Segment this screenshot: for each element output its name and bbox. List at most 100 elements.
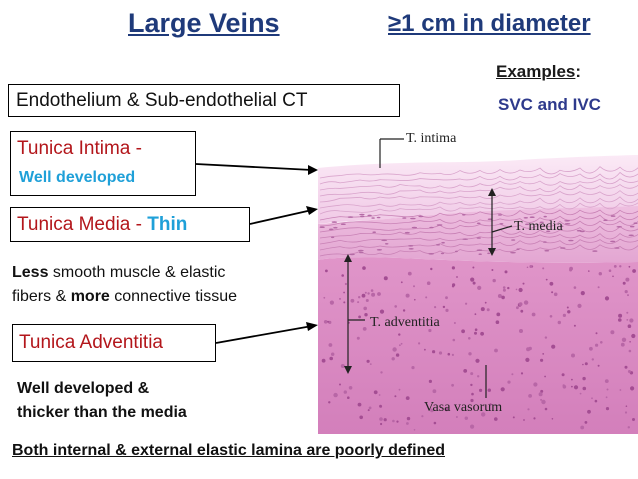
tissue-texture [319, 166, 638, 431]
cell-nucleus [479, 388, 483, 392]
cell-nucleus [377, 292, 381, 296]
cell-nucleus [364, 313, 368, 317]
cell-nucleus [407, 271, 412, 276]
cell-nucleus [470, 277, 475, 282]
cell-nucleus [430, 408, 434, 413]
cell-nucleus [477, 375, 480, 378]
arrow-head-media [306, 206, 318, 215]
cell-nucleus [327, 320, 330, 323]
cell-nucleus [543, 215, 547, 218]
examples-word: Examples [496, 62, 576, 81]
cell-nucleus [486, 308, 490, 312]
adventitia-note-line1: Well developed & [17, 380, 150, 397]
cell-nucleus [627, 426, 630, 429]
cell-nucleus [542, 267, 545, 270]
tunica-media-label: Tunica Media - Thin [17, 214, 187, 236]
cell-nucleus [594, 399, 598, 403]
cell-nucleus [624, 290, 628, 294]
cell-nucleus [523, 419, 525, 421]
cell-nucleus [544, 336, 548, 339]
cell-nucleus [343, 301, 346, 304]
cell-nucleus [475, 358, 480, 363]
cell-nucleus [582, 376, 586, 381]
cell-nucleus [367, 292, 370, 295]
cell-nucleus [487, 252, 491, 255]
cell-nucleus [362, 266, 366, 270]
cell-nucleus [516, 248, 520, 250]
cell-nucleus [380, 422, 383, 426]
cell-nucleus [591, 397, 593, 400]
cell-nucleus [480, 331, 484, 336]
cell-nucleus [580, 425, 585, 430]
tunica-adventitia-box: Tunica Adventitia [12, 324, 216, 362]
cell-nucleus [356, 336, 360, 340]
cell-nucleus [620, 342, 625, 347]
cell-nucleus [445, 296, 448, 300]
cell-nucleus [428, 253, 435, 255]
cell-nucleus [573, 324, 576, 327]
cell-nucleus [339, 297, 341, 300]
cell-nucleus [402, 309, 406, 312]
cell-nucleus [372, 231, 377, 233]
cell-nucleus [376, 249, 382, 251]
cell-nucleus [339, 383, 341, 386]
cell-nucleus [468, 352, 472, 356]
cell-nucleus [381, 239, 388, 242]
cell-nucleus [625, 405, 628, 408]
cell-nucleus [511, 239, 516, 241]
cell-nucleus [587, 409, 591, 414]
cell-nucleus [523, 300, 529, 305]
callout-arrows [195, 163, 313, 344]
cell-nucleus [624, 411, 628, 414]
cell-nucleus [358, 296, 361, 299]
cell-nucleus [522, 282, 525, 285]
cell-nucleus [436, 224, 443, 226]
cell-nucleus [582, 386, 587, 391]
cell-nucleus [497, 214, 502, 216]
cell-nucleus [474, 331, 477, 335]
cell-nucleus [370, 289, 374, 292]
cell-nucleus [571, 353, 575, 358]
cell-nucleus [405, 293, 410, 298]
cell-nucleus [343, 390, 347, 394]
cell-nucleus [523, 217, 528, 219]
cell-nucleus [425, 296, 428, 299]
fiber-strand [319, 171, 638, 185]
tunica-adventitia-layer [318, 257, 638, 434]
label-t-media: T. media [514, 219, 564, 234]
cell-nucleus [626, 319, 629, 321]
cell-nucleus [331, 352, 335, 356]
cell-nucleus [378, 394, 381, 396]
tunica-media-layer [318, 206, 638, 263]
fiber-strand [319, 178, 638, 191]
cell-nucleus [333, 226, 338, 229]
cell-nucleus [406, 416, 411, 421]
cell-nucleus [502, 286, 506, 289]
cell-nucleus [357, 402, 362, 407]
cell-nucleus [494, 417, 498, 421]
cell-nucleus [361, 293, 366, 298]
footer-note: Both internal & external elastic lamina … [12, 442, 446, 459]
cell-nucleus [319, 226, 325, 228]
cell-nucleus [495, 320, 500, 325]
cell-nucleus [433, 421, 437, 425]
cell-nucleus [610, 240, 616, 243]
cell-nucleus [349, 253, 355, 256]
cell-nucleus [619, 389, 622, 391]
cell-nucleus [589, 346, 593, 351]
cell-nucleus [520, 309, 524, 313]
cell-nucleus [582, 363, 584, 366]
cell-nucleus [380, 371, 383, 374]
cell-nucleus [470, 424, 475, 429]
cell-nucleus [562, 313, 567, 317]
fiber-strand [319, 214, 638, 227]
cell-nucleus [447, 352, 451, 356]
cell-nucleus [542, 353, 545, 355]
media-note-more: more [70, 288, 110, 305]
cell-nucleus [371, 217, 375, 219]
cell-nucleus [331, 221, 337, 223]
cell-nucleus [470, 372, 474, 376]
cell-nucleus [492, 278, 496, 283]
cell-nucleus [533, 417, 536, 420]
